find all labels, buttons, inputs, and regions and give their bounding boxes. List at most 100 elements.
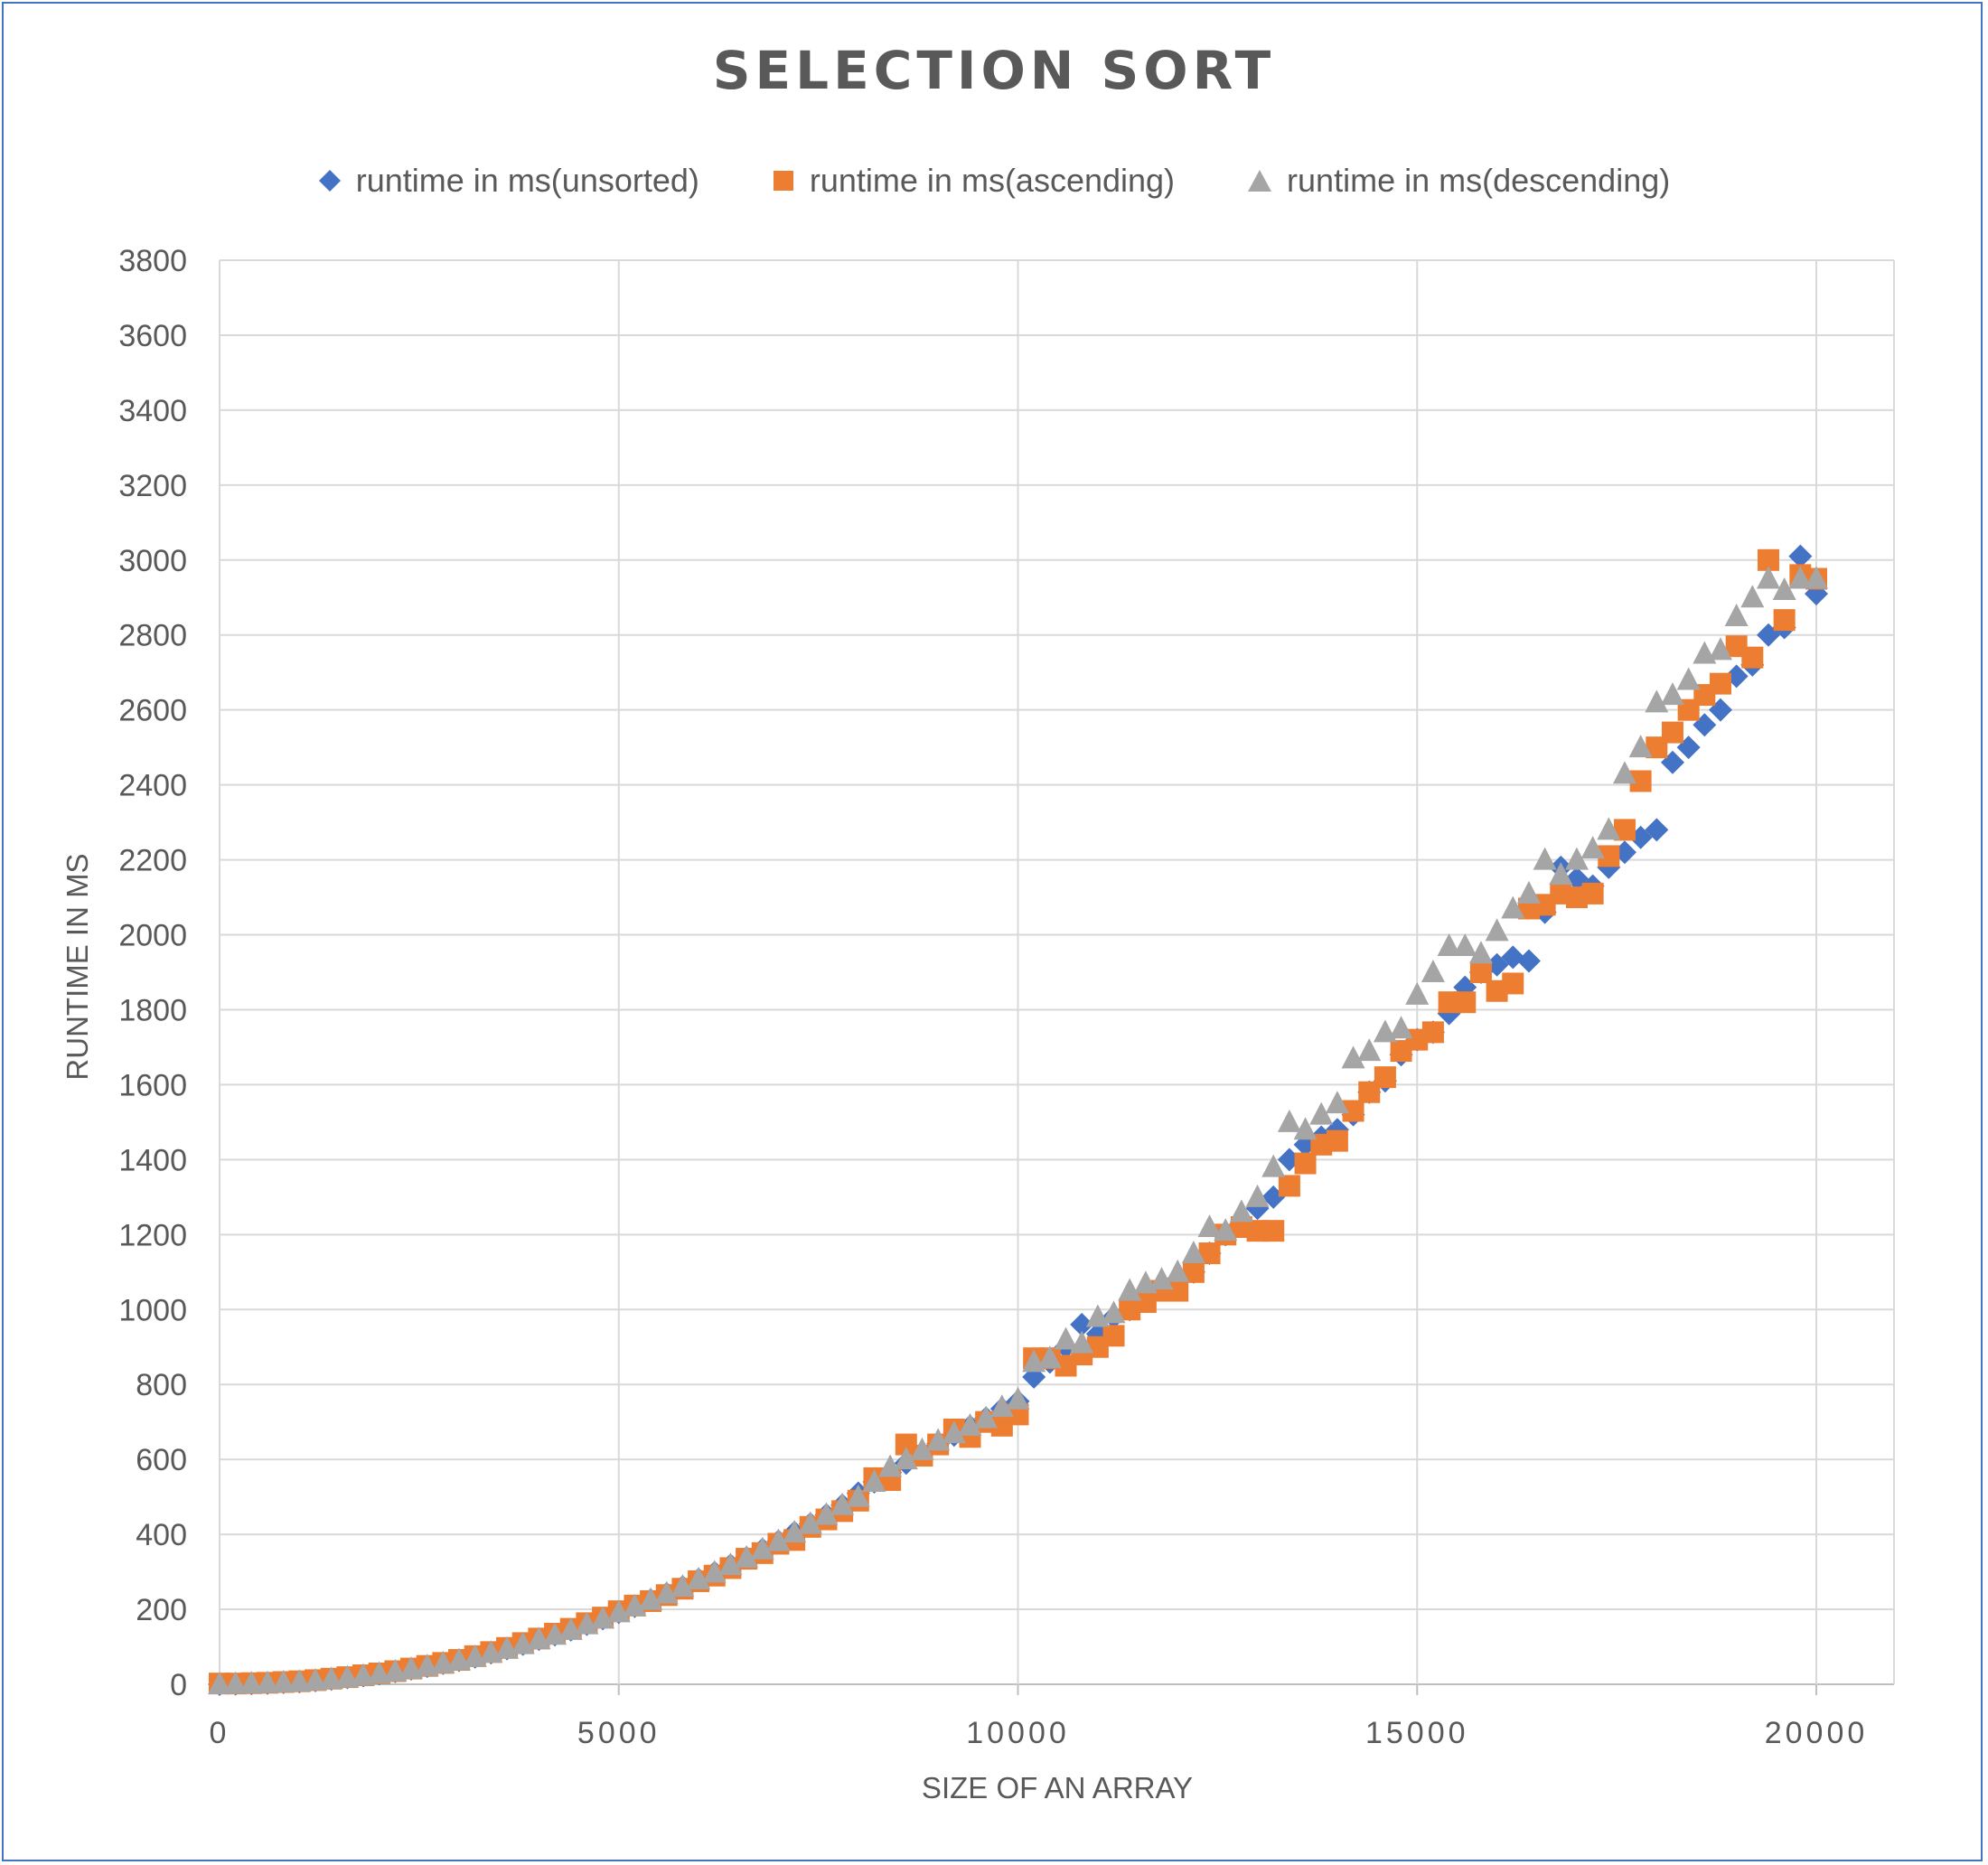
descending-point — [208, 1672, 231, 1694]
descending-point — [1389, 1016, 1413, 1039]
descending-point — [1102, 1300, 1126, 1324]
x-tick-label: 20000 — [1765, 1716, 1869, 1750]
descending-point — [1357, 1038, 1382, 1062]
descending-point — [367, 1661, 391, 1684]
ascending-point — [1374, 1066, 1396, 1089]
descending-point — [1708, 637, 1732, 661]
y-tick-label: 3800 — [118, 244, 187, 278]
descending-point — [1341, 1045, 1365, 1069]
descending-point — [654, 1580, 679, 1604]
descending-point — [335, 1664, 360, 1688]
square-marker-icon — [772, 169, 795, 192]
descending-point — [1468, 941, 1493, 964]
descending-point — [830, 1492, 855, 1515]
descending-point — [623, 1593, 647, 1617]
descending-point — [1756, 566, 1780, 589]
y-tick-label: 600 — [136, 1443, 187, 1477]
y-tick-label: 3000 — [118, 544, 187, 578]
descending-point — [718, 1552, 743, 1576]
descending-point — [271, 1669, 295, 1692]
y-tick-label: 1000 — [118, 1293, 187, 1327]
descending-point — [1724, 604, 1749, 626]
descending-point — [304, 1667, 328, 1691]
descending-point — [1245, 1184, 1270, 1207]
y-tick-label: 1800 — [118, 993, 187, 1027]
legend-label-ascending: runtime in ms(ascending) — [809, 162, 1176, 199]
y-tick-label: 1400 — [118, 1143, 187, 1177]
descending-point — [319, 1666, 343, 1690]
y-tick-label: 2800 — [118, 619, 187, 653]
x-tick-label: 5000 — [577, 1716, 661, 1750]
descending-point — [352, 1663, 376, 1686]
descending-point — [606, 1599, 631, 1623]
y-axis-title: RUNTIME IN MS — [61, 853, 94, 1081]
x-tick-label: 0 — [210, 1716, 230, 1750]
descending-point — [1549, 862, 1573, 886]
descending-point — [814, 1502, 839, 1525]
descending-point — [1645, 689, 1669, 713]
ascending-point — [1709, 672, 1731, 695]
legend-item-ascending: runtime in ms(ascending) — [772, 162, 1175, 200]
unsorted-point — [1788, 544, 1813, 568]
descending-point — [1788, 566, 1813, 589]
descending-point — [1437, 932, 1461, 956]
descending-point — [1405, 981, 1430, 1005]
descending-point — [1485, 918, 1509, 942]
descending-point — [1516, 880, 1541, 904]
descending-point — [1612, 761, 1636, 784]
descending-point — [1453, 932, 1477, 956]
unsorted-point — [1645, 818, 1669, 842]
descending-point — [1229, 1199, 1253, 1223]
descending-point — [670, 1574, 695, 1598]
descending-point — [1325, 1091, 1349, 1114]
descending-point — [735, 1544, 759, 1568]
descending-point — [1309, 1101, 1334, 1125]
x-axis-title: SIZE OF AN ARRAY — [921, 1771, 1194, 1804]
descending-point — [1533, 847, 1557, 870]
descending-point — [1676, 667, 1701, 690]
descending-point — [223, 1671, 248, 1694]
descending-point — [287, 1669, 312, 1692]
ascending-point — [1454, 991, 1477, 1014]
y-tick-label: 3400 — [118, 394, 187, 428]
chart-title: SELECTION SORT — [712, 40, 1276, 101]
ascending-point — [1278, 1175, 1300, 1197]
ascending-point — [1661, 721, 1683, 744]
descending-point — [1740, 585, 1765, 608]
y-tick-label: 2400 — [118, 769, 187, 803]
y-tick-label: 2600 — [118, 694, 187, 728]
descending-point — [783, 1520, 807, 1543]
descending-point — [1166, 1259, 1190, 1282]
unsorted-point — [1516, 949, 1541, 973]
ascending-point — [1262, 1220, 1285, 1242]
y-tick-label: 3200 — [118, 469, 187, 503]
legend-item-unsorted: runtime in ms(unsorted) — [318, 162, 699, 200]
ascending-point — [1326, 1129, 1348, 1152]
ascending-point — [1502, 972, 1524, 995]
descending-point — [1181, 1241, 1205, 1264]
x-tick-label: 15000 — [1365, 1716, 1469, 1750]
legend-label-descending: runtime in ms(descending) — [1287, 162, 1671, 199]
ascending-point — [1102, 1325, 1125, 1347]
legend: runtime in ms(unsorted) runtime in ms(as… — [0, 154, 1988, 208]
descending-point — [926, 1428, 951, 1451]
descending-point — [239, 1671, 264, 1694]
descending-point — [766, 1528, 791, 1551]
descending-point — [798, 1511, 822, 1534]
diamond-marker-icon — [318, 169, 342, 192]
ascending-point — [1773, 609, 1796, 632]
descending-point — [1037, 1345, 1062, 1369]
descending-point — [1628, 735, 1653, 758]
descending-point — [1421, 960, 1445, 982]
descending-point — [1564, 847, 1589, 870]
descending-point — [1277, 1109, 1301, 1132]
legend-label-unsorted: runtime in ms(unsorted) — [355, 162, 699, 199]
ascending-point — [1294, 1152, 1317, 1175]
y-tick-label: 3600 — [118, 319, 187, 353]
descending-point — [750, 1536, 774, 1560]
descending-point — [958, 1412, 982, 1436]
y-tick-label: 1200 — [118, 1218, 187, 1252]
descending-point — [1118, 1278, 1142, 1301]
